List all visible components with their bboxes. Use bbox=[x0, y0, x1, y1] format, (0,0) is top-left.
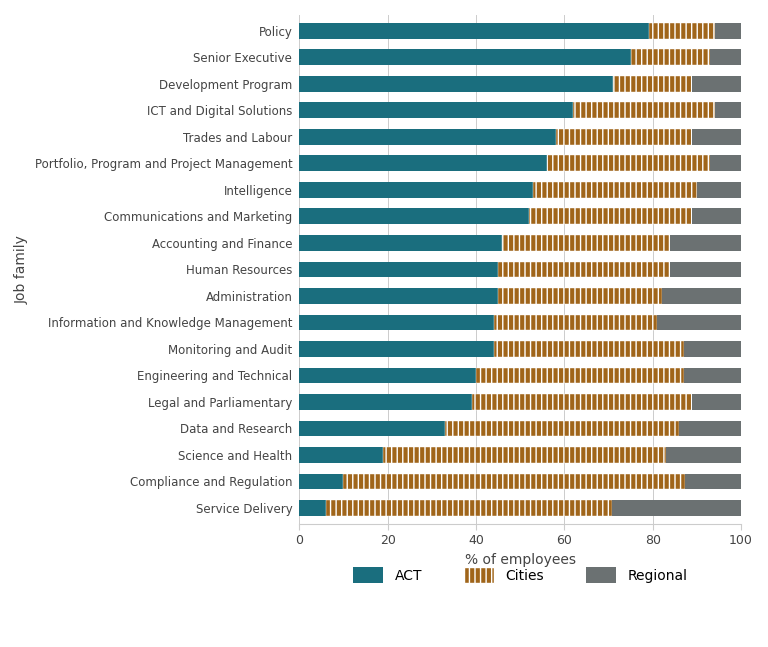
Bar bbox=[472, 394, 693, 410]
Bar bbox=[300, 367, 476, 384]
Bar bbox=[716, 23, 741, 39]
Bar bbox=[300, 314, 494, 331]
Bar bbox=[343, 474, 685, 489]
Bar bbox=[498, 288, 661, 304]
Bar bbox=[555, 129, 693, 145]
Bar bbox=[679, 421, 741, 437]
Bar bbox=[657, 314, 741, 331]
Bar bbox=[693, 208, 741, 225]
Bar bbox=[502, 235, 670, 251]
Bar bbox=[300, 129, 555, 145]
Bar bbox=[300, 102, 573, 118]
Bar bbox=[684, 341, 741, 357]
Bar bbox=[670, 261, 741, 278]
Bar bbox=[529, 208, 693, 225]
Bar bbox=[300, 394, 472, 410]
Bar bbox=[300, 288, 498, 304]
Bar bbox=[494, 314, 657, 331]
Bar bbox=[476, 367, 684, 384]
X-axis label: % of employees: % of employees bbox=[465, 553, 576, 567]
Bar bbox=[300, 49, 631, 65]
Bar bbox=[684, 367, 741, 384]
Bar bbox=[383, 447, 666, 463]
Bar bbox=[693, 394, 741, 410]
Bar bbox=[714, 102, 741, 118]
Bar bbox=[693, 76, 741, 92]
Bar bbox=[710, 49, 741, 65]
Bar bbox=[631, 49, 710, 65]
Bar bbox=[326, 500, 611, 516]
Bar bbox=[300, 155, 547, 171]
Bar bbox=[661, 288, 741, 304]
Bar bbox=[300, 500, 326, 516]
Bar bbox=[547, 155, 710, 171]
Bar bbox=[534, 182, 697, 198]
Bar bbox=[611, 500, 741, 516]
Bar bbox=[710, 155, 741, 171]
Bar bbox=[573, 102, 714, 118]
Bar bbox=[300, 421, 445, 437]
Bar bbox=[300, 76, 613, 92]
Bar bbox=[498, 261, 670, 278]
Bar bbox=[445, 421, 679, 437]
Bar bbox=[300, 447, 383, 463]
Legend: ACT, Cities, Regional: ACT, Cities, Regional bbox=[347, 562, 693, 588]
Bar bbox=[613, 76, 693, 92]
Bar bbox=[300, 261, 498, 278]
Bar bbox=[300, 208, 529, 225]
Bar bbox=[494, 341, 684, 357]
Bar bbox=[649, 23, 716, 39]
Bar bbox=[670, 235, 741, 251]
Bar bbox=[685, 474, 741, 489]
Bar bbox=[693, 129, 741, 145]
Bar bbox=[697, 182, 741, 198]
Bar bbox=[300, 341, 494, 357]
Bar bbox=[300, 474, 343, 489]
Bar bbox=[666, 447, 741, 463]
Bar bbox=[300, 23, 649, 39]
Bar bbox=[300, 182, 534, 198]
Bar bbox=[300, 235, 502, 251]
Y-axis label: Job family: Job family bbox=[15, 235, 29, 304]
